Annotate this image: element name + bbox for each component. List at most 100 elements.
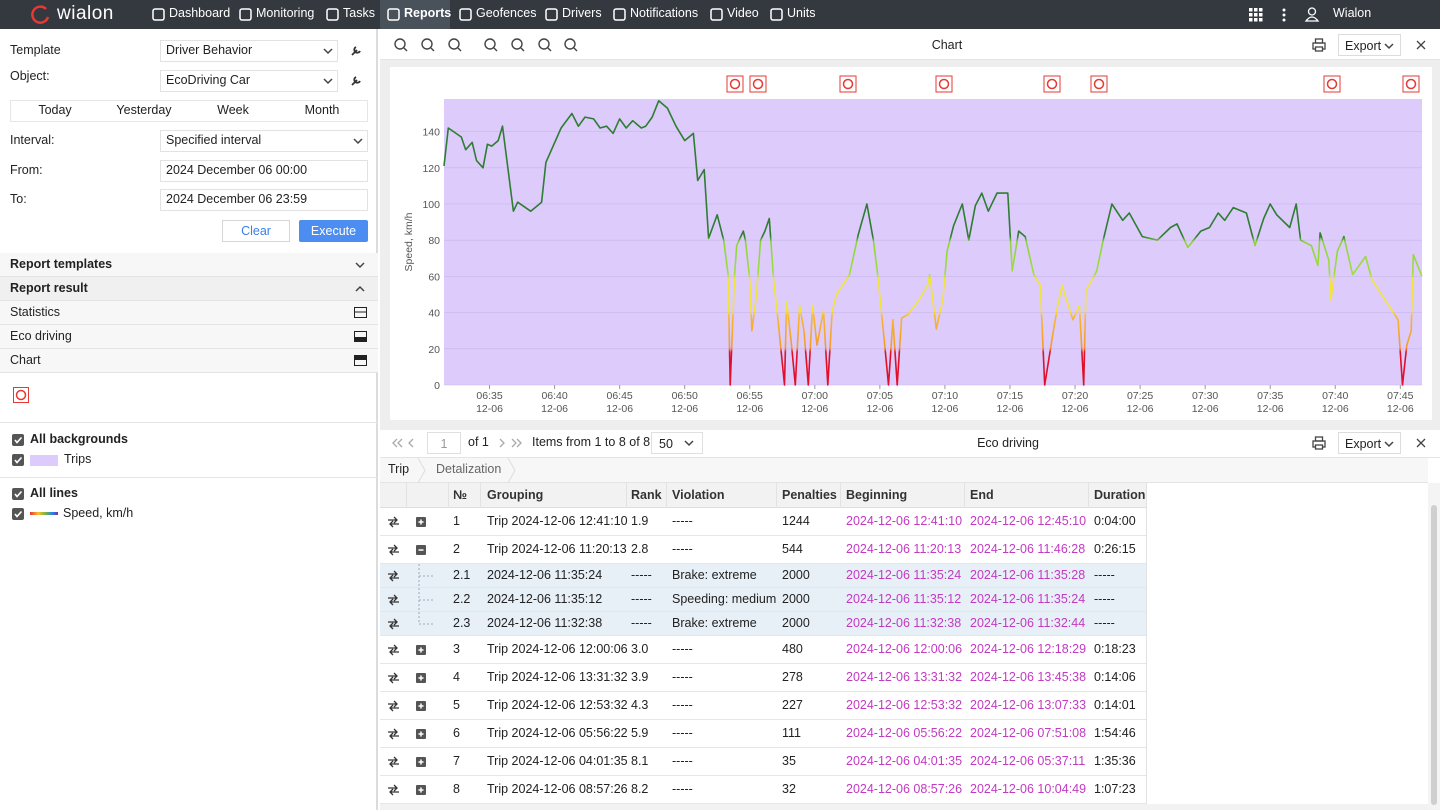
nav-item[interactable]: Units <box>787 6 816 20</box>
table-cell: 2024-12-06 13:31:32 <box>846 670 963 684</box>
tool-icon[interactable] <box>511 38 525 52</box>
collapse-button[interactable] <box>416 545 426 555</box>
nav-item[interactable]: Notifications <box>630 6 699 20</box>
expand-button[interactable] <box>416 645 426 655</box>
table-row[interactable] <box>380 692 1146 720</box>
print-icon[interactable] <box>1312 436 1326 450</box>
table-cell: 0:18:23 <box>1094 642 1136 656</box>
user-icon[interactable] <box>1304 7 1320 22</box>
x-tick-label: 07:05 <box>867 390 893 402</box>
section-row[interactable] <box>0 349 378 373</box>
select-box[interactable] <box>160 70 338 92</box>
tab[interactable]: Detalization <box>436 462 502 476</box>
column-header: Beginning <box>846 488 908 502</box>
nav-item[interactable]: Monitoring <box>256 6 315 20</box>
chevron <box>353 138 363 145</box>
show-on-map-icon[interactable] <box>387 544 400 556</box>
section-row[interactable] <box>0 325 378 349</box>
table-row[interactable] <box>380 508 1146 536</box>
apps-icon[interactable] <box>1249 8 1263 22</box>
tool-icon[interactable] <box>394 38 408 52</box>
export-button[interactable]: Export <box>1338 432 1401 454</box>
close-icon[interactable] <box>1416 40 1426 50</box>
select-box[interactable] <box>160 130 368 152</box>
select-value: Specified interval <box>166 133 262 147</box>
show-on-map-icon[interactable] <box>387 570 400 582</box>
nav-item[interactable]: Drivers <box>562 6 602 20</box>
detail-row[interactable] <box>380 612 1146 636</box>
column-header: Violation <box>672 488 725 502</box>
show-on-map-icon[interactable] <box>387 618 400 630</box>
print-icon[interactable] <box>1312 38 1326 52</box>
field-label: From: <box>10 163 43 177</box>
tool-icon[interactable] <box>421 38 435 52</box>
checkbox[interactable] <box>12 434 24 446</box>
table-cell: Trip 2024-12-06 11:20:13 <box>487 542 627 556</box>
event-filter-icon[interactable] <box>13 387 29 403</box>
period-button[interactable]: Today <box>38 103 72 117</box>
expand-button[interactable] <box>416 673 426 683</box>
expand-button[interactable] <box>416 729 426 739</box>
nav-item[interactable]: Dashboard <box>169 6 231 20</box>
table-row[interactable] <box>380 776 1146 804</box>
nav-item[interactable]: Video <box>727 6 759 20</box>
table-cell: 2.1 <box>453 568 471 582</box>
table-cell: 2024-12-06 13:07:33 <box>970 698 1087 712</box>
tool-icon[interactable] <box>538 38 552 52</box>
detail-row[interactable] <box>380 588 1146 612</box>
expand-button[interactable] <box>416 701 426 711</box>
show-on-map-icon[interactable] <box>387 784 400 796</box>
table-row[interactable] <box>380 664 1146 692</box>
tool-icon[interactable] <box>564 38 578 52</box>
x-tick-label: 07:00 <box>802 390 828 402</box>
pager-first[interactable] <box>391 438 415 448</box>
checkbox[interactable] <box>12 488 24 500</box>
show-on-map-icon[interactable] <box>387 756 400 768</box>
section-row[interactable] <box>0 277 378 301</box>
tool-icon[interactable] <box>448 38 462 52</box>
more-icon[interactable] <box>1282 8 1286 22</box>
wrench-icon[interactable] <box>350 75 362 87</box>
section-row[interactable] <box>0 301 378 325</box>
table-cell: ----- <box>672 542 693 556</box>
select-box[interactable] <box>160 160 368 182</box>
event-marker <box>1402 75 1420 93</box>
period-button[interactable]: Month <box>304 103 340 117</box>
table-row[interactable] <box>380 636 1146 664</box>
show-on-map-icon[interactable] <box>387 594 400 606</box>
nav-item[interactable]: Geofences <box>476 6 537 20</box>
table-row[interactable] <box>380 720 1146 748</box>
show-on-map-icon[interactable] <box>387 644 400 656</box>
page-input[interactable]: 1 <box>427 432 461 454</box>
wrench-icon[interactable] <box>350 45 362 57</box>
table-cell: 2024-12-06 12:45:10 <box>970 514 1087 528</box>
table-row[interactable] <box>380 536 1146 564</box>
show-on-map-icon[interactable] <box>387 516 400 528</box>
nav-item[interactable]: Tasks <box>343 6 375 20</box>
expand-button[interactable] <box>416 757 426 767</box>
detail-row[interactable] <box>380 564 1146 588</box>
show-on-map-icon[interactable] <box>387 728 400 740</box>
checkbox[interactable] <box>12 508 24 520</box>
table-cell: ----- <box>672 782 693 796</box>
period-button[interactable]: Week <box>217 103 249 117</box>
per-page[interactable]: 50 <box>651 432 703 454</box>
pager-last[interactable] <box>498 438 524 448</box>
show-on-map-icon[interactable] <box>387 672 400 684</box>
checkbox[interactable] <box>12 454 24 466</box>
clear-button[interactable]: Clear <box>222 220 290 242</box>
execute-button[interactable]: Execute <box>299 220 368 242</box>
expand-button[interactable] <box>416 785 426 795</box>
tab[interactable]: Trip <box>388 462 410 476</box>
export-button[interactable]: Export <box>1338 34 1401 56</box>
expand-button[interactable] <box>416 517 426 527</box>
table-row[interactable] <box>380 748 1146 776</box>
tool-icon[interactable] <box>484 38 498 52</box>
select-box[interactable] <box>160 40 338 62</box>
section-row[interactable] <box>0 253 378 277</box>
show-on-map-icon[interactable] <box>387 700 400 712</box>
nav-item[interactable]: Reports <box>404 6 452 20</box>
close-icon[interactable] <box>1416 438 1426 448</box>
select-box[interactable] <box>160 189 368 211</box>
period-button[interactable]: Yesterday <box>116 103 172 117</box>
